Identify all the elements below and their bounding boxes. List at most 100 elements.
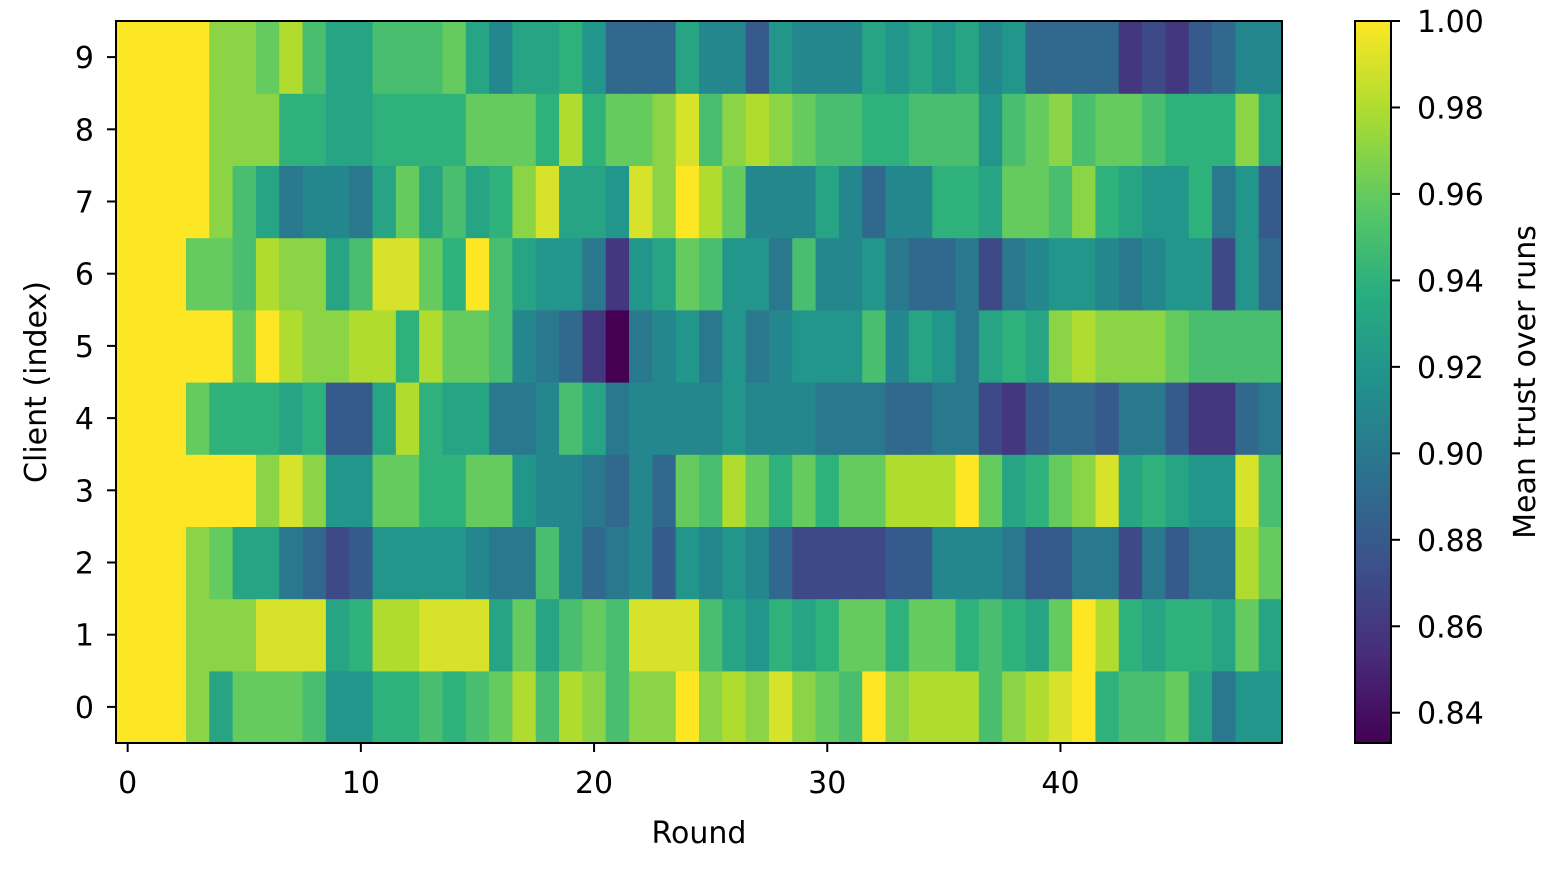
heatmap-cell bbox=[908, 526, 933, 600]
heatmap-cell bbox=[209, 237, 234, 311]
heatmap-cell bbox=[209, 598, 234, 672]
heatmap-cell bbox=[652, 454, 677, 527]
heatmap-cell bbox=[1212, 598, 1236, 672]
heatmap-cell bbox=[1002, 454, 1027, 527]
heatmap-cell bbox=[1095, 237, 1120, 311]
heatmap-cell bbox=[699, 382, 723, 455]
heatmap-cell bbox=[1048, 21, 1073, 94]
heatmap-cell bbox=[465, 598, 490, 672]
heatmap-cell bbox=[629, 21, 653, 94]
y-tick-label: 3 bbox=[75, 474, 94, 509]
heatmap-cell bbox=[1048, 454, 1073, 527]
heatmap-cell bbox=[372, 93, 397, 166]
heatmap-cell bbox=[162, 382, 187, 455]
heatmap-cell bbox=[279, 526, 304, 600]
heatmap-cell bbox=[465, 382, 490, 455]
heatmap-cell bbox=[885, 237, 910, 311]
heatmap-cell bbox=[582, 670, 607, 744]
heatmap-cell bbox=[908, 670, 933, 744]
heatmap-cell bbox=[722, 309, 747, 383]
heatmap-cell bbox=[279, 670, 304, 744]
heatmap-cell bbox=[605, 598, 630, 672]
heatmap-cell bbox=[792, 21, 817, 94]
heatmap-cell bbox=[1142, 93, 1166, 166]
heatmap-cell bbox=[792, 454, 817, 527]
heatmap-cell bbox=[232, 21, 257, 94]
heatmap-cell bbox=[745, 526, 770, 600]
heatmap-cell bbox=[139, 670, 164, 744]
heatmap-cell bbox=[1118, 454, 1143, 527]
heatmap-cell bbox=[815, 165, 840, 239]
heatmap-cell bbox=[885, 93, 910, 166]
heatmap-cell bbox=[255, 165, 280, 239]
heatmap-cell bbox=[185, 382, 210, 455]
heatmap-cell bbox=[675, 21, 700, 94]
heatmap-cell bbox=[885, 309, 910, 383]
heatmap-cell bbox=[535, 382, 560, 455]
x-tick-label: 20 bbox=[575, 766, 613, 801]
heatmap-cell bbox=[582, 598, 607, 672]
heatmap-cell bbox=[1188, 165, 1213, 239]
heatmap-cell bbox=[792, 93, 817, 166]
heatmap-cell bbox=[512, 309, 537, 383]
heatmap-cell bbox=[489, 454, 514, 527]
heatmap-cell bbox=[185, 21, 210, 94]
heatmap-cell bbox=[978, 670, 1003, 744]
heatmap-cell bbox=[1048, 309, 1073, 383]
heatmap-cell bbox=[116, 670, 140, 744]
heatmap-cell bbox=[955, 165, 980, 239]
heatmap-cell bbox=[349, 21, 374, 94]
heatmap-cells bbox=[116, 21, 1283, 744]
heatmap-cell bbox=[372, 526, 397, 600]
heatmap-cell bbox=[489, 93, 514, 166]
heatmap-cell bbox=[1165, 526, 1190, 600]
heatmap-cell bbox=[116, 237, 140, 311]
y-tick-label: 5 bbox=[75, 330, 94, 365]
heatmap-cell bbox=[395, 670, 420, 744]
heatmap-cell bbox=[535, 21, 560, 94]
heatmap-cell bbox=[1025, 93, 1050, 166]
heatmap-cell bbox=[279, 165, 304, 239]
heatmap-cell bbox=[1072, 382, 1097, 455]
heatmap-cell bbox=[908, 309, 933, 383]
heatmap-cell bbox=[792, 165, 817, 239]
heatmap-cell bbox=[1002, 93, 1027, 166]
heatmap-cell bbox=[908, 454, 933, 527]
heatmap-cell bbox=[1235, 670, 1260, 744]
heatmap-cell bbox=[1095, 598, 1120, 672]
heatmap-cell bbox=[232, 237, 257, 311]
heatmap-cell bbox=[279, 93, 304, 166]
heatmap-cell bbox=[185, 93, 210, 166]
heatmap-cell bbox=[372, 382, 397, 455]
heatmap-cell bbox=[1095, 670, 1120, 744]
heatmap-cell bbox=[349, 382, 374, 455]
heatmap-cell bbox=[722, 93, 747, 166]
heatmap-cell bbox=[1212, 309, 1236, 383]
heatmap-cell bbox=[232, 382, 257, 455]
heatmap-cell bbox=[605, 237, 630, 311]
heatmap-cell bbox=[675, 598, 700, 672]
heatmap-cell bbox=[395, 382, 420, 455]
heatmap-cell bbox=[1235, 237, 1260, 311]
heatmap-cell bbox=[302, 237, 327, 311]
heatmap-cell bbox=[978, 309, 1003, 383]
heatmap-cell bbox=[1258, 670, 1283, 744]
heatmap-cell bbox=[815, 382, 840, 455]
heatmap-cell bbox=[442, 309, 467, 383]
heatmap-cell bbox=[139, 165, 164, 239]
heatmap-cell bbox=[908, 165, 933, 239]
heatmap-cell bbox=[325, 382, 350, 455]
heatmap-cell bbox=[162, 454, 187, 527]
heatmap-cell bbox=[652, 382, 677, 455]
heatmap-cell bbox=[1212, 21, 1236, 94]
heatmap-cell bbox=[1072, 309, 1097, 383]
heatmap-cell bbox=[768, 93, 793, 166]
heatmap-cell bbox=[1025, 598, 1050, 672]
heatmap-cell bbox=[908, 93, 933, 166]
heatmap-cell bbox=[395, 309, 420, 383]
heatmap-cell bbox=[1235, 93, 1260, 166]
heatmap-cell bbox=[745, 454, 770, 527]
heatmap-cell bbox=[768, 21, 793, 94]
heatmap-cell bbox=[908, 237, 933, 311]
